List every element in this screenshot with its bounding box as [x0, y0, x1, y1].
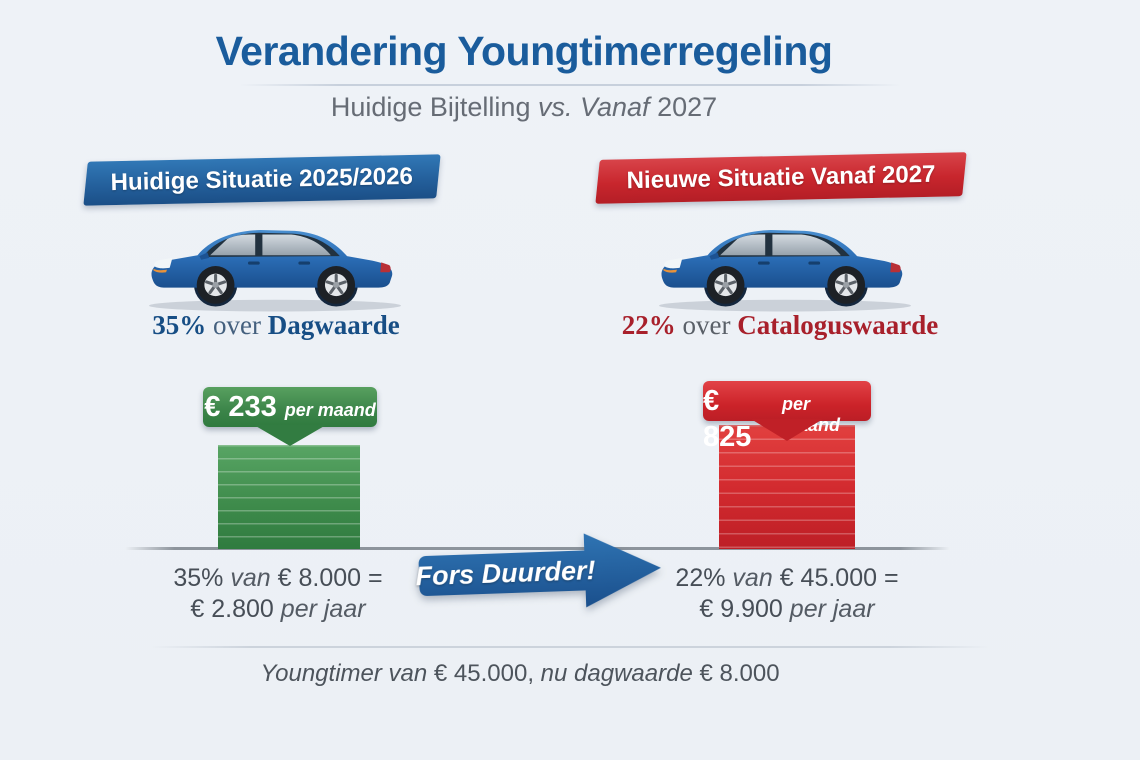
banner-huidige-situatie: Huidige Situatie 2025/2026	[83, 154, 441, 206]
calc-pct-right: 22%	[675, 564, 726, 592]
car-side-icon-left	[140, 216, 410, 316]
price-badge-green: € 233 per maand	[203, 387, 377, 446]
chevron-down-icon	[254, 425, 326, 446]
arrow-right-icon: Fors Duurder!	[414, 526, 667, 619]
badge-amount-red: € 825	[703, 385, 752, 453]
rate-pct-right: 22%	[621, 310, 676, 340]
car-side-icon	[149, 230, 401, 312]
banner-nieuwe-situatie: Nieuwe Situatie Vanaf 2027	[595, 152, 967, 204]
calc-van-left: van	[230, 564, 271, 592]
page-subtitle: Huidige Bijtelling vs. Vanaf 2027	[0, 92, 1048, 123]
title-divider	[240, 84, 900, 86]
bar-huidige-bijtelling	[218, 445, 360, 549]
calc-unit-right: per jaar	[789, 595, 875, 623]
rate-connector-left: over	[213, 310, 261, 340]
calc-base-right: € 45.000 =	[779, 564, 899, 592]
rate-connector-right: over	[682, 310, 731, 340]
calc-pct-left: 35%	[173, 564, 224, 592]
footer-seg3: nu dagwaarde	[540, 660, 693, 687]
footer-divider	[150, 646, 990, 648]
banner-nieuwe-label: Nieuwe Situatie Vanaf 2027	[626, 160, 936, 195]
calc-unit-left: per jaar	[280, 595, 366, 623]
rate-base-left: Dagwaarde	[267, 310, 400, 340]
footer-seg4: € 8.000	[699, 660, 780, 687]
rate-label-huidige: 35% over Dagwaarde	[76, 310, 476, 341]
calc-nieuw-line2: € 9.900 per jaar	[627, 594, 947, 625]
badge-unit-green: per maand	[284, 400, 376, 420]
rate-pct-left: 35%	[152, 310, 207, 340]
rate-label-nieuw: 22% over Cataloguswaarde	[580, 310, 980, 341]
chevron-down-icon	[751, 419, 823, 441]
badge-amount-green: € 233	[204, 391, 277, 423]
calc-van-right: van	[732, 564, 773, 592]
rate-base-right: Cataloguswaarde	[737, 310, 939, 340]
subtitle-part1: Huidige Bijtelling	[330, 92, 531, 122]
chart-baseline	[125, 547, 950, 550]
calc-nieuw-line1: 22% van € 45.000 =	[627, 563, 947, 594]
price-badge-red: € 825 per maand	[703, 381, 871, 453]
arrow-right-shape	[418, 533, 661, 608]
page-title: Verandering Youngtimerregeling	[215, 28, 833, 74]
subtitle-part2: vs. Vanaf	[537, 92, 650, 122]
calc-nieuw: 22% van € 45.000 = € 9.900 per jaar	[627, 563, 947, 625]
calc-huidige-line1: 35% van € 8.000 =	[118, 563, 438, 594]
calc-huidige-line2: € 2.800 per jaar	[118, 594, 438, 625]
calc-amount-right: € 9.900	[699, 595, 783, 623]
footer-seg1: Youngtimer van	[260, 660, 428, 687]
bar-nieuwe-bijtelling	[719, 425, 855, 549]
banner-huidige-label: Huidige Situatie 2025/2026	[110, 162, 414, 197]
calc-amount-left: € 2.800	[190, 595, 274, 623]
footer-note: Youngtimer van € 45.000, nu dagwaarde € …	[0, 660, 1040, 688]
footer-seg2: € 45.000,	[433, 660, 534, 687]
arrow-label: Fors Duurder!	[415, 554, 596, 591]
calc-huidige: 35% van € 8.000 = € 2.800 per jaar	[118, 563, 438, 625]
subtitle-part3: 2027	[657, 92, 718, 122]
calc-base-left: € 8.000 =	[277, 564, 383, 592]
car-side-icon	[659, 230, 911, 312]
car-side-icon-right	[650, 216, 920, 316]
